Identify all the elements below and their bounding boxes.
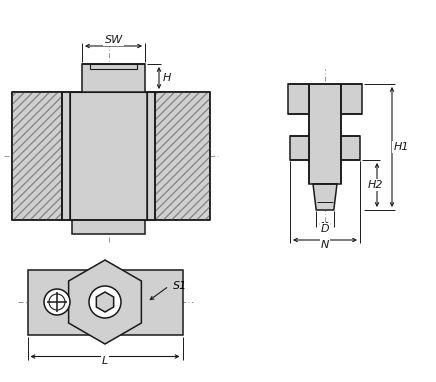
Bar	[62, 92, 155, 220]
Bar	[290, 136, 309, 160]
Polygon shape	[68, 260, 141, 344]
Text: D: D	[321, 224, 329, 234]
Bar	[341, 136, 360, 160]
Bar	[12, 92, 62, 220]
Text: S1: S1	[173, 281, 187, 291]
Text: H2: H2	[367, 180, 383, 190]
Text: L: L	[102, 356, 108, 366]
Circle shape	[89, 286, 121, 318]
Bar	[155, 92, 210, 220]
Text: H1: H1	[393, 142, 409, 152]
Bar	[309, 84, 341, 184]
Text: H: H	[163, 73, 171, 83]
Circle shape	[44, 289, 70, 315]
Polygon shape	[96, 292, 114, 312]
Bar	[288, 84, 309, 114]
Bar	[82, 64, 145, 92]
Bar	[341, 84, 362, 114]
Bar	[90, 64, 137, 69]
Polygon shape	[313, 184, 337, 210]
Bar	[12, 92, 62, 220]
Bar	[72, 220, 145, 234]
Bar	[27, 269, 183, 335]
Bar	[155, 92, 210, 220]
Bar	[70, 92, 147, 220]
Text: SW: SW	[105, 35, 123, 45]
Text: N: N	[321, 240, 329, 250]
